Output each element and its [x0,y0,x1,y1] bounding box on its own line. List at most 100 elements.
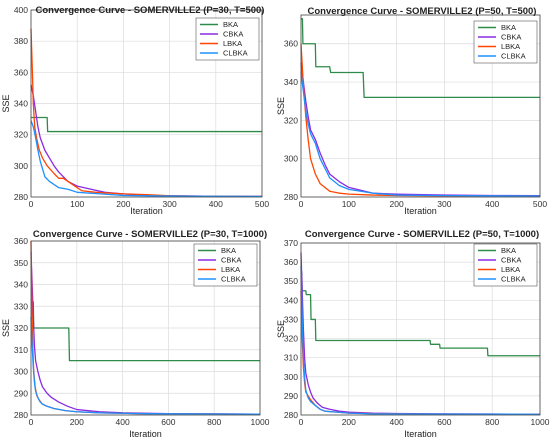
legend-label-clbka: CLBKA [501,275,526,284]
axis-frame [300,14,541,198]
x-tick-label: 800 [207,417,221,427]
x-tick-label: 500 [533,199,547,209]
legend-label-bka: BKA [223,20,238,29]
x-tick-label: 600 [437,417,451,427]
x-tick-label: 400 [209,199,223,209]
legend-label-cbka: CBKA [221,256,241,265]
y-tick-label: 360 [284,39,298,49]
y-axis-label: SSE [276,320,286,338]
legend-label-bka: BKA [501,23,516,32]
legend-label-clbka: CLBKA [501,52,526,61]
legend-label-bka: BKA [221,246,236,255]
series-line-bka [301,18,540,99]
y-tick-label: 320 [284,334,298,344]
y-tick-label: 340 [284,295,298,305]
series-line-clbka [300,265,541,415]
y-tick-label: 360 [284,257,298,267]
y-tick-label: 340 [284,77,298,87]
x-tick-label: 500 [255,199,269,209]
x-tick-label: 200 [342,417,356,427]
x-tick-label: 100 [342,199,356,209]
y-tick-label: 300 [284,154,298,164]
x-tick-label: 1000 [531,417,550,427]
legend-label-lbka: LBKA [501,42,520,51]
y-tick-label: 310 [284,353,298,363]
series-line-clbka [300,72,541,197]
x-axis-label: Iteration [129,429,162,439]
y-tick-label: 310 [14,345,28,355]
x-tick-label: 300 [437,199,451,209]
x-tick-label: 200 [70,417,84,427]
chart-title: Convergence Curve - SOMERVILLE2 (P=50, T… [308,6,537,17]
y-tick-label: 350 [14,258,28,268]
x-tick-label: 0 [299,199,304,209]
y-tick-label: 350 [284,276,298,286]
chart-panel-2: 0 100 200 300 400 500 280 300 320 340 360 Convergen… [276,6,547,216]
y-tick-label: 340 [14,99,28,109]
legend-label-cbka: CBKA [501,256,521,265]
x-axis-label: Iteration [404,429,437,439]
chart-panel-3: 0 200 400 600 800 1000 280 290 300 310 320 330 340 35… [1,229,270,439]
y-tick-label: 290 [284,391,298,401]
legend-label-bka: BKA [501,246,516,255]
y-tick-label: 330 [284,314,298,324]
axis-frame [30,240,261,416]
legend-label-cbka: CBKA [501,33,521,42]
y-tick-label: 300 [14,161,28,171]
legend-label-clbka: CLBKA [223,49,248,58]
y-tick-label: 320 [284,115,298,125]
y-axis-label: SSE [1,94,11,112]
y-axis-label: SSE [276,97,286,115]
chart-panel-4: 0 200 400 600 800 1000 280 290 300 310 320 330 340 35… [276,229,550,439]
series-line-clbka [30,120,263,198]
x-tick-label: 200 [390,199,404,209]
x-axis-label: Iteration [130,206,163,216]
x-tick-label: 400 [116,417,130,427]
y-axis-label: SSE [1,319,11,337]
y-tick-label: 360 [14,236,28,246]
y-tick-label: 280 [284,192,298,202]
series-line-bka [31,116,262,133]
y-tick-label: 300 [284,372,298,382]
series-line-clbka [30,317,261,415]
y-tick-label: 360 [14,67,28,77]
legend-label-lbka: LBKA [221,265,240,274]
x-tick-label: 0 [29,199,34,209]
x-tick-label: 400 [390,417,404,427]
series-line-lbka [300,43,541,197]
y-tick-label: 320 [14,323,28,333]
chart-title: Convergence Curve - SOMERVILLE2 (P=50, T… [305,229,539,240]
x-tick-label: 200 [116,199,130,209]
y-tick-label: 340 [14,280,28,290]
y-tick-label: 280 [14,192,28,202]
chart-panel-1: 0 100 200 300 400 500 280 300 320 340 360 380 400 Con… [1,5,269,216]
y-tick-label: 300 [14,367,28,377]
chart-title: Convergence Curve - SOMERVILLE2 (P=30, T… [36,5,265,16]
series-line-cbka [300,62,541,197]
x-tick-label: 800 [485,417,499,427]
legend-label-lbka: LBKA [501,265,520,274]
series-line-lbka [30,28,263,198]
x-tick-label: 0 [29,417,34,427]
series-line-bka [301,271,540,357]
x-tick-label: 100 [70,199,84,209]
chart-title: Convergence Curve - SOMERVILLE2 (P=30, T… [33,229,267,240]
y-tick-label: 280 [284,410,298,420]
y-tick-label: 290 [14,388,28,398]
x-tick-label: 300 [163,199,177,209]
y-tick-label: 380 [14,36,28,46]
axis-frame [300,242,541,416]
y-tick-label: 370 [284,238,298,248]
y-tick-label: 330 [14,301,28,311]
y-tick-label: 400 [14,5,28,15]
x-tick-label: 1000 [251,417,270,427]
legend-label-clbka: CLBKA [221,275,246,284]
x-axis-label: Iteration [404,206,437,216]
y-tick-label: 320 [14,130,28,140]
